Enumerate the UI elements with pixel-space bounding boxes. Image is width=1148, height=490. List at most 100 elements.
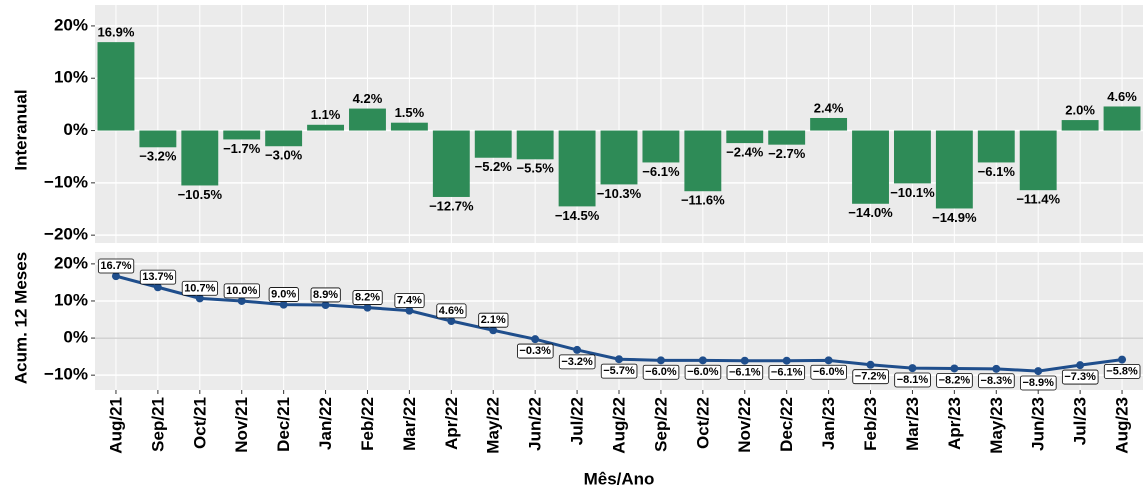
label-box: [558, 354, 596, 370]
point: [698, 356, 707, 365]
x-tick-label: Aug/22: [609, 397, 628, 454]
value-label: 10.7%: [184, 282, 215, 294]
label-box: [978, 373, 1015, 389]
bar: [181, 130, 219, 186]
value-label: −3.2%: [561, 356, 593, 368]
label-box: [852, 369, 889, 385]
bar: [516, 130, 554, 160]
bar: [1019, 130, 1057, 191]
x-tick-label: Mar/22: [400, 397, 419, 451]
bar: [265, 130, 303, 147]
x-tick-label: Sep/21: [148, 397, 167, 452]
x-tick-label: Dec/21: [274, 397, 293, 452]
x-tick-label: Aug/23: [1113, 397, 1132, 454]
label-box: [768, 365, 806, 380]
value-label: −14.9%: [932, 210, 977, 225]
x-tick-label: Feb/23: [861, 397, 880, 451]
x-tick-label: Oct/21: [190, 397, 209, 449]
value-label: 1.5%: [395, 105, 425, 120]
bar: [726, 130, 764, 144]
x-tick-label: Jun/23: [1029, 397, 1048, 451]
y-tick-label: 20%: [54, 253, 88, 272]
y-tick-label: −10%: [44, 365, 88, 384]
point: [405, 306, 414, 315]
y-tick-label: 0%: [63, 120, 88, 139]
value-label: 4.6%: [1107, 89, 1137, 104]
value-label-box: 2.1%: [478, 312, 509, 328]
x-tick-label: Jan/22: [316, 397, 335, 450]
value-label: −5.7%: [603, 365, 635, 377]
x-tick-label: May/23: [987, 397, 1006, 454]
value-label: −6.1%: [642, 164, 680, 179]
bar: [852, 130, 889, 204]
value-label: −7.2%: [855, 371, 887, 383]
value-label-box: −6.0%: [642, 364, 680, 380]
value-label: −3.0%: [265, 148, 303, 163]
value-label-box: −3.2%: [558, 354, 596, 370]
point: [615, 355, 623, 364]
bar: [307, 124, 345, 131]
value-label-box: 10.0%: [223, 283, 260, 299]
value-label-box: 10.7%: [181, 280, 219, 296]
x-tick-label: Aug/21: [106, 397, 125, 454]
label-box: [478, 312, 509, 328]
point: [992, 364, 1001, 373]
value-label: 7.4%: [397, 295, 422, 307]
value-label: −1.7%: [223, 141, 261, 156]
value-label: −6.1%: [771, 367, 803, 379]
point: [573, 345, 582, 354]
bar: [935, 130, 973, 209]
label-box: [394, 293, 425, 308]
value-label: −0.3%: [519, 345, 551, 357]
x-tick-label: Dec/22: [777, 397, 796, 452]
bar: [977, 130, 1015, 163]
bar: [558, 130, 596, 207]
value-label: 2.0%: [1065, 103, 1095, 118]
y-tick-label: −20%: [44, 225, 88, 244]
value-label: 13.7%: [142, 271, 173, 283]
bar: [810, 117, 848, 131]
label-box: [1103, 364, 1141, 379]
point: [782, 356, 791, 365]
x-axis-title: Mês/Ano: [584, 469, 655, 488]
value-label-box: 7.4%: [394, 293, 425, 308]
x-tick-label: Jan/23: [819, 397, 838, 450]
point: [279, 300, 288, 309]
value-label: −11.6%: [681, 193, 725, 208]
label-box: [268, 287, 299, 302]
label-box: [181, 280, 219, 296]
value-label: −6.0%: [645, 366, 677, 378]
y-tick-label: −10%: [44, 172, 88, 191]
x-tick-label: Apr/22: [442, 397, 461, 450]
bar: [139, 130, 177, 148]
bar: [642, 130, 680, 163]
value-label: −5.2%: [475, 159, 513, 174]
point: [866, 360, 875, 369]
value-label-box: 16.7%: [97, 258, 135, 274]
point: [531, 335, 540, 344]
label-box: [223, 283, 260, 299]
bar: [684, 130, 722, 192]
value-label: −6.1%: [978, 164, 1016, 179]
point: [656, 356, 665, 365]
x-tick-label: Apr/23: [945, 397, 964, 450]
value-label: −5.5%: [517, 161, 555, 176]
label-box: [600, 363, 638, 379]
y-tick-label: 10%: [54, 290, 88, 309]
x-tick-label: May/22: [484, 397, 503, 454]
value-label: −14.5%: [555, 208, 600, 223]
value-label: 4.2%: [353, 91, 383, 106]
point: [111, 272, 120, 281]
x-tick-label: Jul/22: [568, 397, 587, 445]
x-tick-label: Feb/22: [358, 397, 377, 451]
point: [950, 364, 959, 373]
value-label-box: 8.2%: [352, 290, 383, 305]
y-tick-label: 10%: [54, 68, 88, 87]
bar: [474, 130, 512, 158]
value-label-box: −6.1%: [768, 365, 806, 380]
label-box: [810, 364, 847, 380]
value-label-box: −6.1%: [726, 365, 764, 380]
value-label: −2.4%: [726, 145, 764, 160]
label-box: [352, 290, 383, 305]
label-box: [139, 269, 177, 285]
